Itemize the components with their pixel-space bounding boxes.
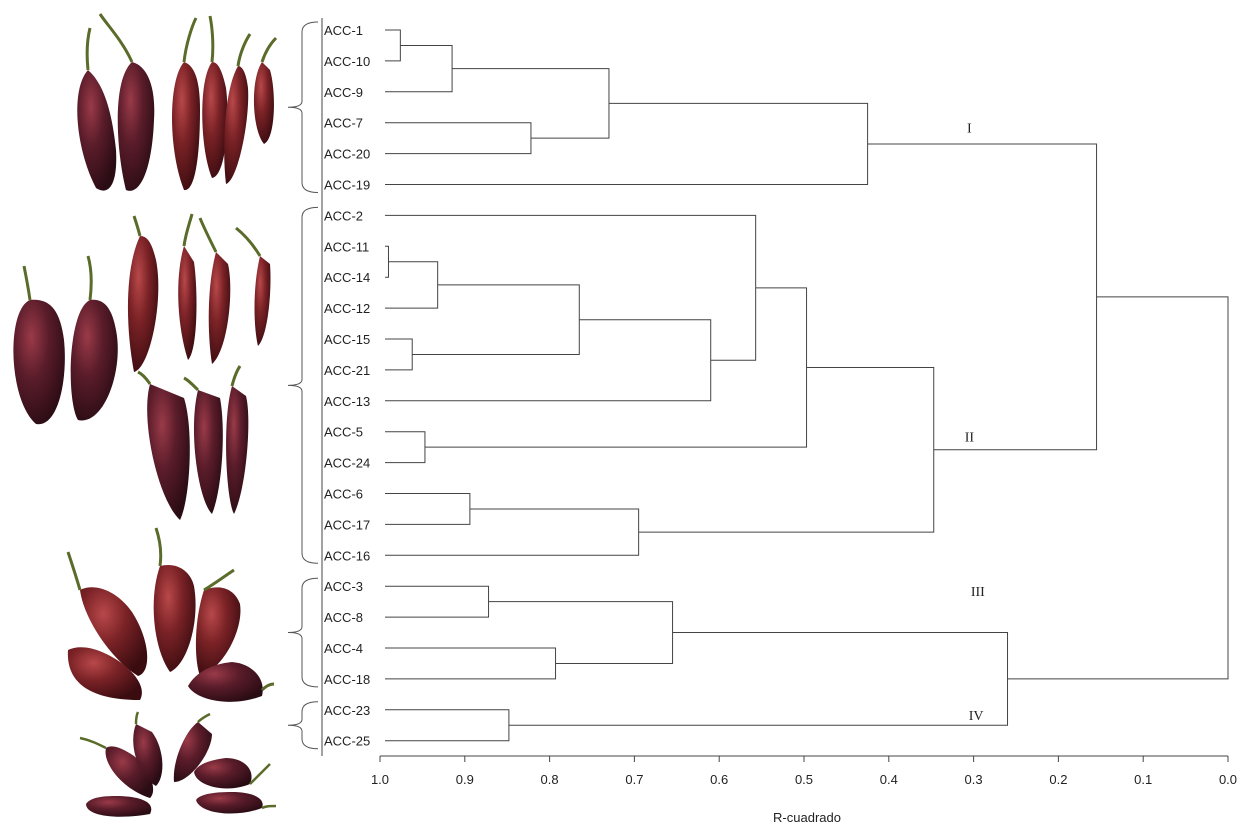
- branch-m18: [385, 585, 490, 618]
- tick-label-0-3: 0.3: [965, 772, 983, 787]
- dendrogram-branches: [385, 29, 1229, 742]
- pepper-photo-group-3: [66, 527, 275, 702]
- leaf-label-acc-21: ACC-21: [324, 363, 370, 378]
- branch-m21: [385, 709, 510, 742]
- leaf-label-acc-3: ACC-3: [324, 579, 363, 594]
- leaf-label-acc-7: ACC-7: [324, 116, 363, 131]
- branch-m19: [385, 647, 557, 680]
- branch-m3: [385, 122, 532, 155]
- branch-m6: [385, 245, 389, 278]
- leaf-label-acc-19: ACC-19: [324, 178, 370, 193]
- group-braces: [287, 21, 319, 750]
- tick-label-0-4: 0.4: [880, 772, 898, 787]
- branch-m12: [385, 431, 426, 464]
- leaf-label-acc-13: ACC-13: [324, 394, 370, 409]
- leaf-label-acc-14: ACC-14: [324, 270, 370, 285]
- leaf-label-acc-15: ACC-15: [324, 332, 370, 347]
- branch-m16: [638, 366, 935, 533]
- branch-m17: [867, 143, 1098, 451]
- cluster-label-i: I: [967, 122, 972, 137]
- cluster-label-iv: IV: [969, 709, 984, 724]
- leaf-label-acc-18: ACC-18: [324, 672, 370, 687]
- branch-m8: [385, 338, 413, 371]
- tick-label-0-6: 0.6: [710, 772, 728, 787]
- tick-label-0-9: 0.9: [456, 772, 474, 787]
- leaf-label-acc-10: ACC-10: [324, 54, 370, 69]
- cluster-label-ii: II: [965, 431, 975, 446]
- brace-group-3: [287, 577, 319, 688]
- leaf-label-acc-11: ACC-11: [324, 239, 369, 254]
- leaf-label-acc-25: ACC-25: [324, 734, 370, 749]
- tick-label-0-8: 0.8: [541, 772, 559, 787]
- branch-m5: [385, 102, 869, 185]
- brace-group-4: [287, 701, 319, 750]
- leaf-label-acc-23: ACC-23: [324, 703, 370, 718]
- branch-m1: [385, 29, 401, 62]
- leaf-labels: ACC-1 ACC-10 ACC-9 ACC-7 ACC-20 ACC-19 ACC-2 AC…: [324, 23, 370, 749]
- leaf-label-acc-24: ACC-24: [324, 456, 370, 471]
- branch-m22: [508, 632, 1009, 726]
- branch-m11: [385, 214, 757, 361]
- brace-group-1: [287, 21, 319, 193]
- pepper-photo-group-2: [13, 213, 271, 520]
- leaf-label-acc-16: ACC-16: [324, 548, 370, 563]
- x-axis-ticks: 1.0 0.9 0.8 0.7 0.6 0.5 0.4 0.3 0.2 0.1 0.0: [371, 756, 1237, 787]
- tick-label-0-1: 0.1: [1134, 772, 1152, 787]
- tick-label-0-7: 0.7: [625, 772, 643, 787]
- leaf-label-acc-20: ACC-20: [324, 147, 370, 162]
- leaf-label-acc-5: ACC-5: [324, 425, 363, 440]
- branch-m23: [1007, 296, 1229, 680]
- branch-m14: [385, 493, 471, 525]
- branch-m13: [424, 287, 808, 448]
- x-axis: [321, 18, 1228, 757]
- branch-m15: [385, 508, 640, 556]
- pepper-photo-group-1: [77, 13, 278, 191]
- leaf-label-acc-4: ACC-4: [324, 641, 363, 656]
- leaf-label-acc-1: ACC-1: [324, 23, 363, 38]
- x-axis-title: R-cuadrado: [773, 810, 841, 825]
- brace-group-2: [287, 206, 319, 564]
- leaf-label-acc-6: ACC-6: [324, 487, 363, 502]
- branch-m10: [385, 319, 712, 402]
- leaf-label-acc-9: ACC-9: [324, 85, 363, 100]
- tick-label-1-0: 1.0: [371, 772, 389, 787]
- branch-m2: [385, 44, 453, 93]
- branch-m20: [488, 601, 674, 664]
- cluster-label-iii: III: [971, 585, 985, 600]
- tick-label-0-0: 0.0: [1219, 772, 1237, 787]
- leaf-label-acc-17: ACC-17: [324, 517, 370, 532]
- pepper-photo-group-4: [79, 711, 277, 817]
- tick-label-0-2: 0.2: [1049, 772, 1067, 787]
- leaf-label-acc-2: ACC-2: [324, 208, 363, 223]
- tick-label-0-5: 0.5: [795, 772, 813, 787]
- leaf-label-acc-12: ACC-12: [324, 301, 370, 316]
- leaf-label-acc-8: ACC-8: [324, 610, 363, 625]
- branch-m7: [385, 261, 439, 309]
